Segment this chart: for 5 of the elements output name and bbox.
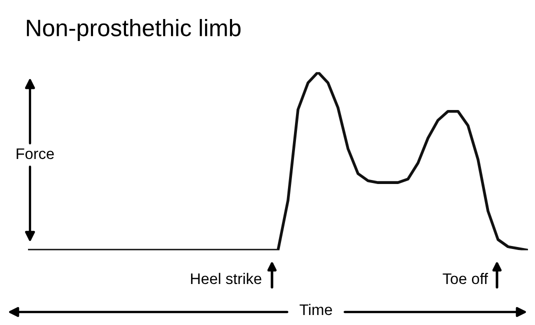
text: Toe off [442, 272, 488, 284]
text: Heel strike [191, 272, 262, 284]
y-axis-title: Force [16, 148, 54, 160]
x-axis-title: Time [300, 304, 332, 316]
chart-title: Non-prosthethic limb [26, 18, 241, 42]
